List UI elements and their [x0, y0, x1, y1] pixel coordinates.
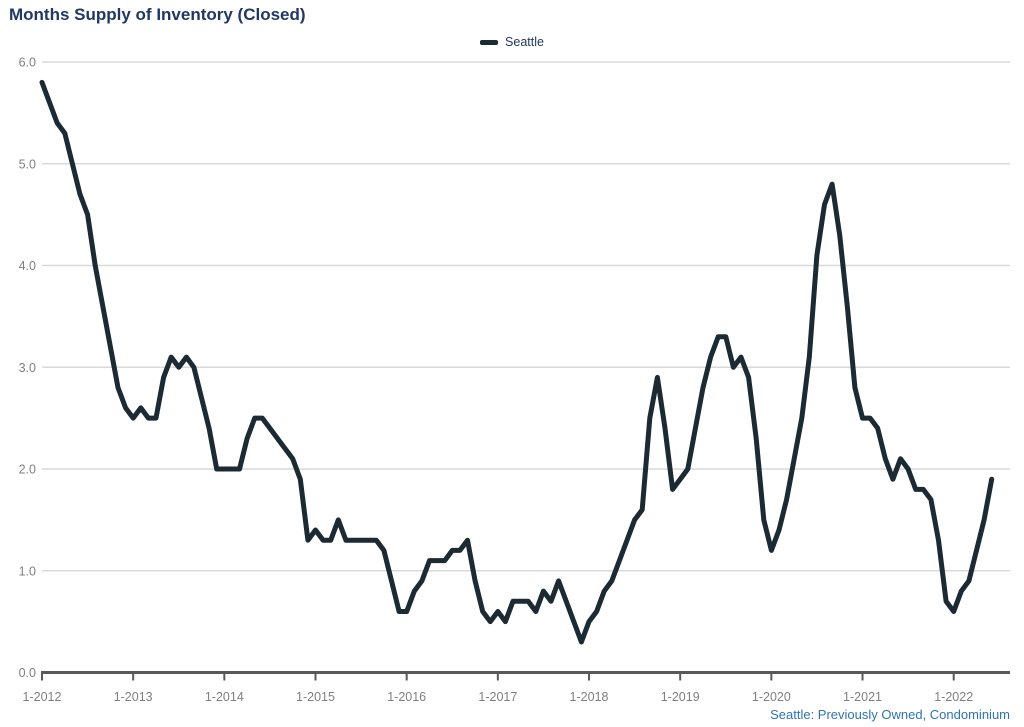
x-tick-label: 1-2016 — [387, 690, 426, 704]
x-tick-label: 1-2019 — [661, 690, 700, 704]
y-tick-label: 3.0 — [19, 361, 36, 375]
x-tick-label: 1-2018 — [570, 690, 609, 704]
x-tick-label: 1-2015 — [296, 690, 335, 704]
y-tick-label: 5.0 — [19, 157, 36, 171]
x-tick-label: 1-2013 — [114, 690, 153, 704]
chart-title: Months Supply of Inventory (Closed) — [9, 5, 306, 24]
y-tick-label: 2.0 — [19, 463, 36, 477]
x-tick-label: 1-2022 — [934, 690, 973, 704]
x-tick-label: 1-2012 — [23, 690, 62, 704]
y-tick-label: 4.0 — [19, 259, 36, 273]
y-tick-label: 0.0 — [19, 666, 36, 680]
x-tick-label: 1-2020 — [752, 690, 791, 704]
x-tick-label: 1-2021 — [843, 690, 882, 704]
y-tick-label: 6.0 — [19, 56, 36, 70]
series-line-seattle — [39, 79, 995, 645]
x-tick-label: 1-2017 — [478, 690, 517, 704]
chart-footnote: Seattle: Previously Owned, Condominium — [770, 707, 1010, 722]
x-tick-label: 1-2014 — [205, 690, 244, 704]
y-tick-label: 1.0 — [19, 564, 36, 578]
